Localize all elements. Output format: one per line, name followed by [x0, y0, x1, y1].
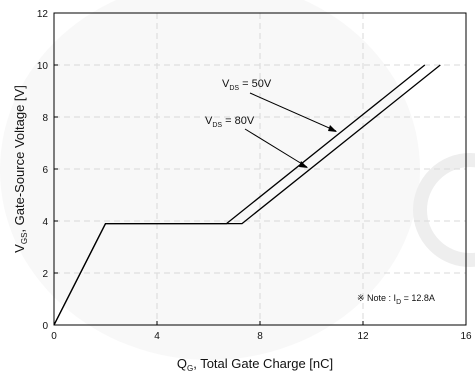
x-tick-label: 0 — [51, 331, 57, 342]
y-tick-label: 0 — [42, 321, 48, 332]
x-tick-label: 16 — [460, 331, 472, 342]
y-tick-label: 2 — [42, 269, 48, 280]
x-tick-label: 4 — [154, 331, 160, 342]
y-axis-label: VGS, Gate-Source Voltage [V] — [12, 85, 29, 253]
y-tick-label: 12 — [37, 9, 49, 20]
y-tick-label: 10 — [37, 61, 49, 72]
arrowhead-80v-icon — [299, 161, 308, 168]
note-id: ※ Note : ID = 12.8A — [357, 293, 435, 306]
x-axis-label: QG, Total Gate Charge [nC] — [177, 356, 333, 373]
x-tick-label: 12 — [357, 331, 369, 342]
annotation-vds-80v: VDS = 80V — [205, 115, 255, 129]
arrowhead-50v-icon — [328, 125, 337, 132]
grid-lines — [54, 13, 466, 325]
series-lines — [53, 64, 441, 326]
y-tick-label: 4 — [42, 217, 48, 228]
watermark — [413, 153, 475, 267]
annotation-arrow-50v — [249, 92, 337, 132]
y-tick-label: 6 — [42, 165, 48, 176]
x-tick-label: 8 — [257, 331, 263, 342]
annotation-vds-50v: VDS = 50V — [222, 78, 272, 92]
annotation-arrow-80v — [244, 128, 308, 168]
series-line-vds-80v — [53, 64, 441, 326]
y-tick-label: 8 — [42, 113, 48, 124]
axis-ticks: 0 4 8 12 16 0 2 4 6 8 10 12 — [37, 9, 472, 342]
